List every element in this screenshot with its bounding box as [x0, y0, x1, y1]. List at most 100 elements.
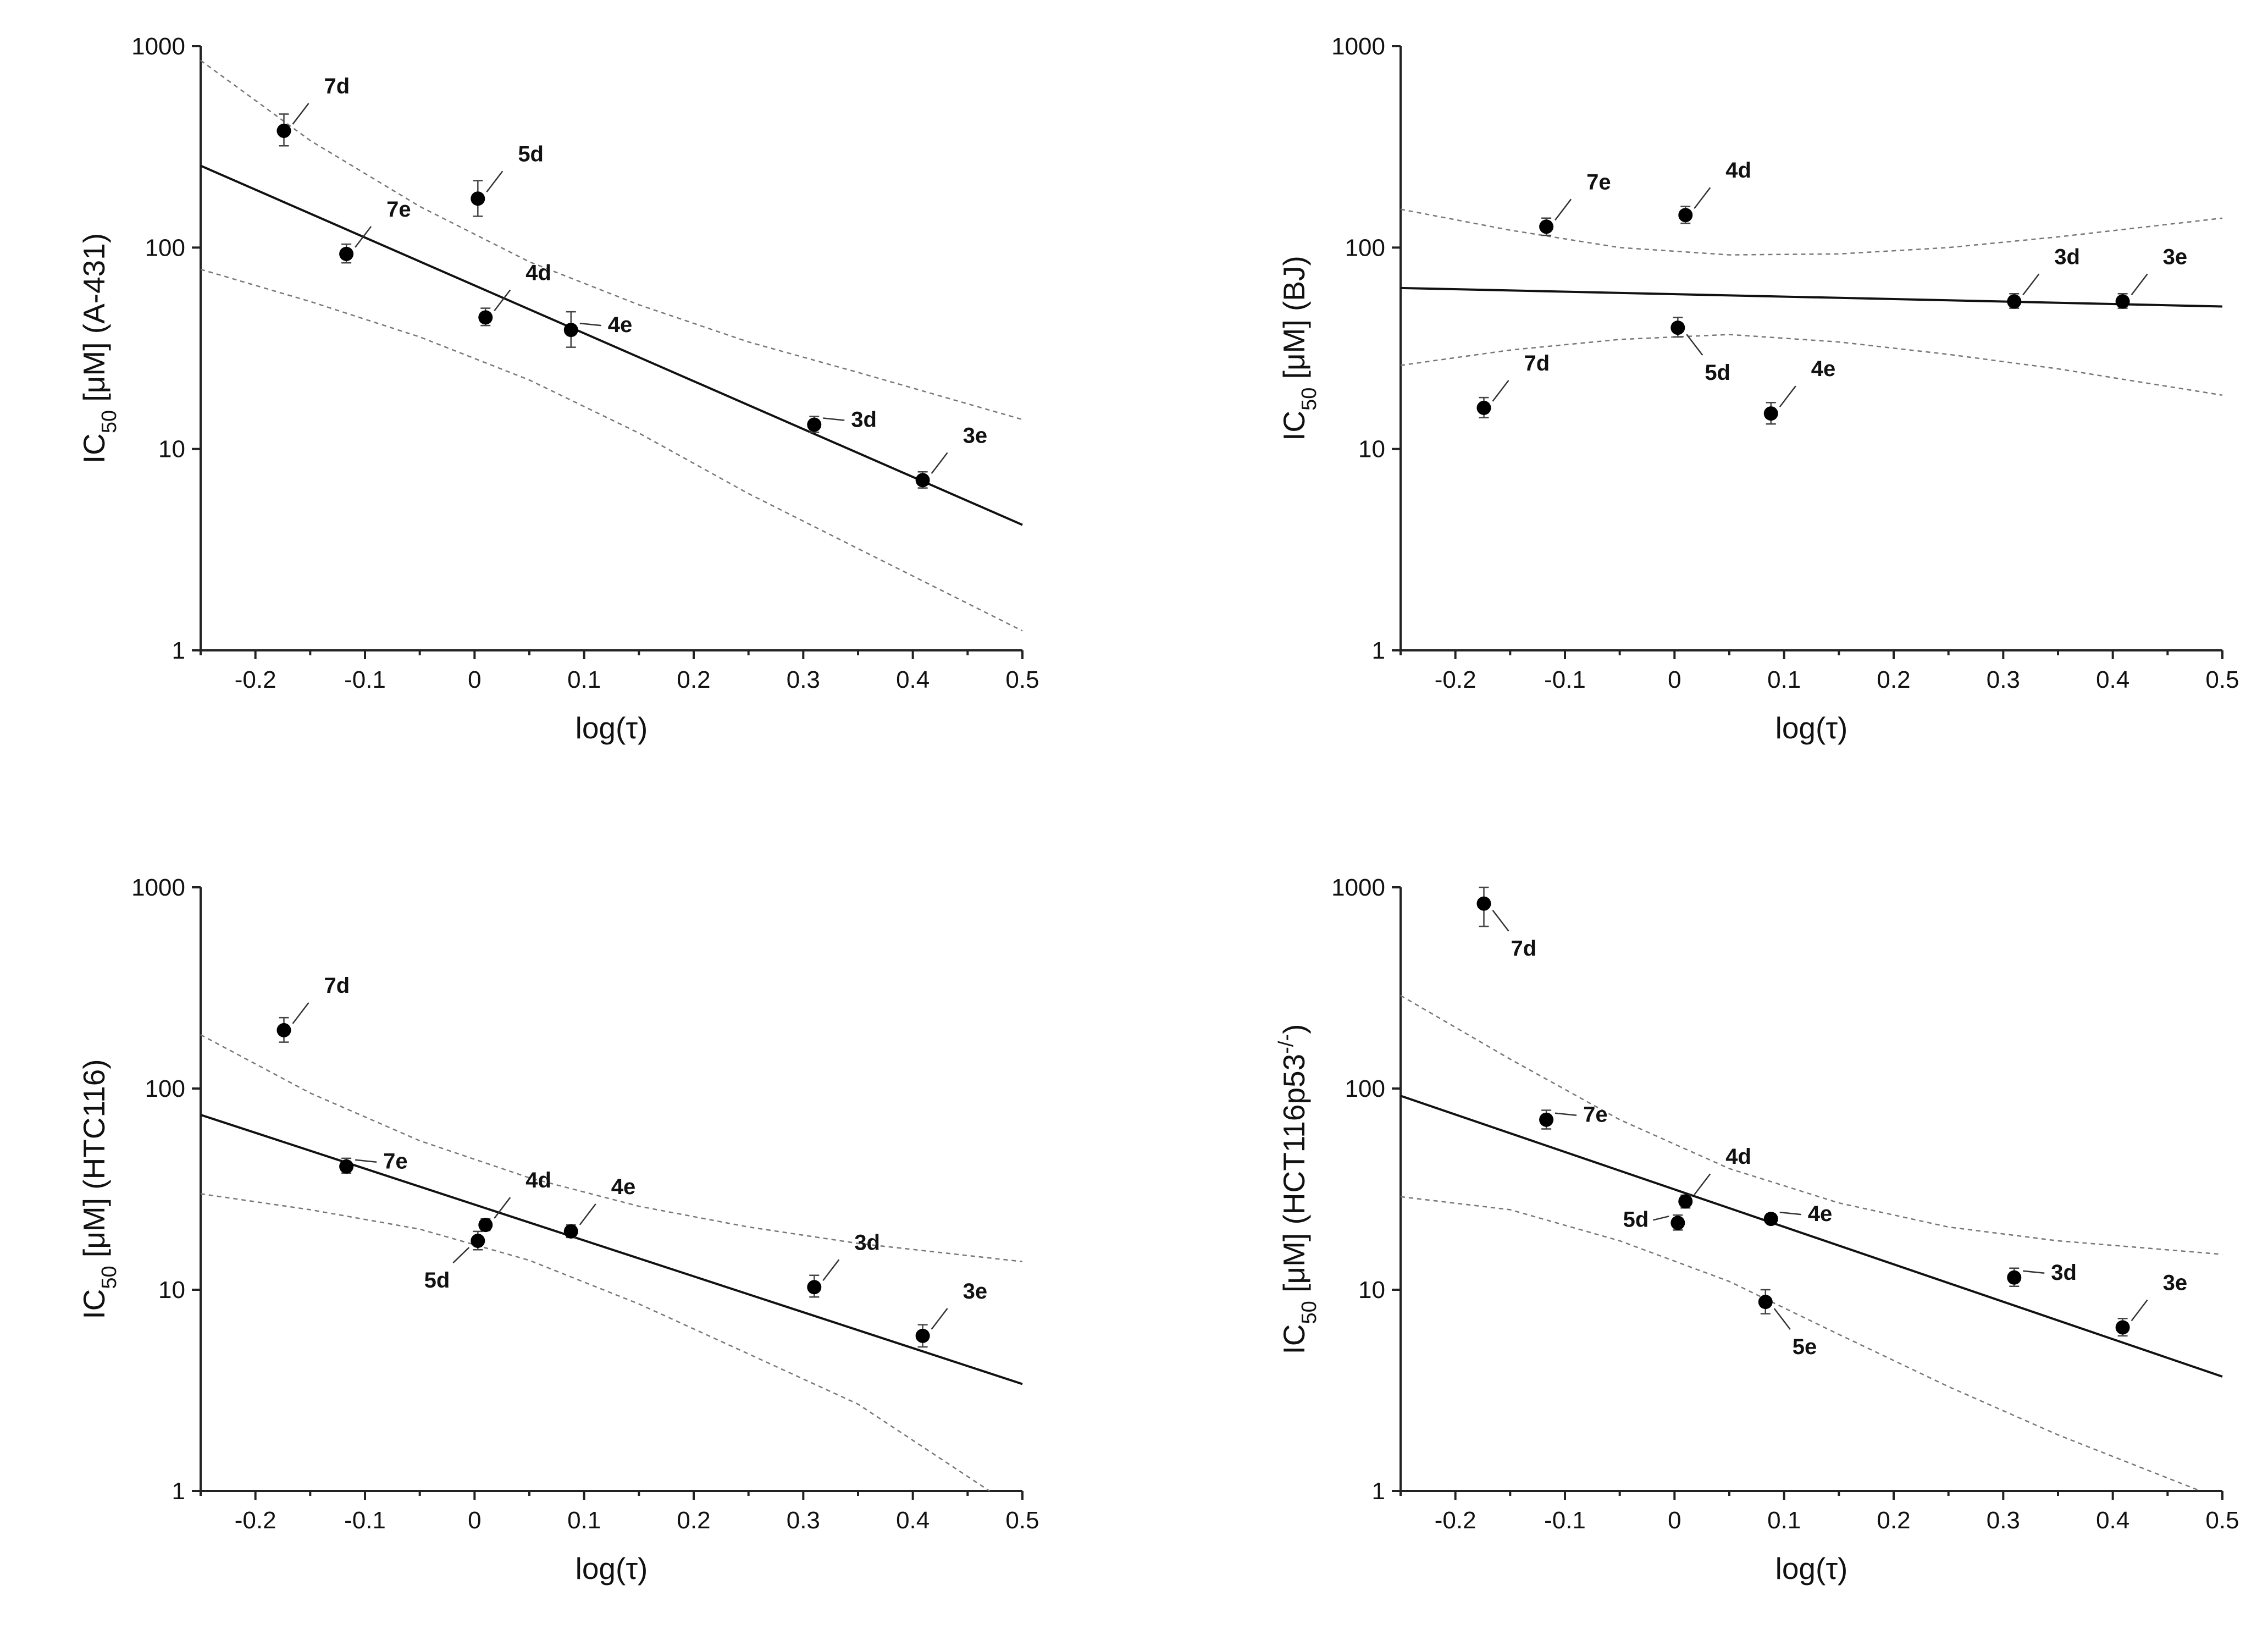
x-tick-label: -0.2	[235, 666, 276, 693]
point-label-4d: 4d	[525, 261, 551, 285]
x-tick-label: -0.1	[1544, 1507, 1586, 1534]
confidence-band-upper	[1400, 208, 2223, 256]
x-tick-label: 0.5	[2205, 1507, 2239, 1534]
x-tick-label: -0.1	[1544, 666, 1586, 693]
data-point-7d	[1476, 400, 1491, 415]
point-label-7e: 7e	[386, 197, 411, 222]
label-leader-line	[292, 1002, 309, 1024]
x-tick-label: -0.1	[344, 666, 386, 693]
y-tick-label: 1	[1372, 1478, 1385, 1505]
label-leader-line	[355, 1159, 377, 1163]
y-axis-title: IC50 [μM] (HCT116p53-/-)	[1275, 1024, 1321, 1355]
label-leader-line	[2131, 1299, 2148, 1322]
x-tick-label: 0.4	[2096, 666, 2129, 693]
point-label-3d: 3d	[2051, 1261, 2077, 1285]
x-tick-label: 0.5	[2205, 666, 2239, 693]
y-tick-label: 1000	[1331, 33, 1385, 60]
y-tick-label: 100	[145, 1075, 185, 1102]
point-label-7e: 7e	[1583, 1103, 1608, 1127]
data-point-4e	[563, 323, 578, 338]
x-tick-label: 0.2	[1877, 1507, 1910, 1534]
regression-line	[200, 1113, 1023, 1385]
label-leader-line	[931, 1308, 948, 1330]
point-label-7d: 7d	[324, 974, 350, 998]
point-label-3d: 3d	[854, 1230, 880, 1255]
y-tick-label: 10	[1358, 436, 1385, 463]
y-axis-title: IC50 [μM] (BJ)	[1277, 256, 1321, 441]
data-point-4e	[1763, 406, 1778, 421]
regression-line	[1400, 286, 2223, 308]
chart-panel-bj: -0.2 -0.1 0 0.1 0.2 0.3 0.4 0.5 1 10 100 1000 7d 7e 5d…	[1277, 33, 2239, 745]
data-point-4d	[1678, 208, 1693, 223]
data-point-7e	[339, 1159, 354, 1174]
x-tick-label: 0.4	[896, 1507, 930, 1534]
point-label-4d: 4d	[525, 1168, 551, 1192]
data-point-7d	[276, 123, 291, 138]
x-tick-label: 0.1	[1767, 666, 1801, 693]
confidence-band-upper	[1400, 995, 2223, 1255]
point-label-5d: 5d	[1623, 1207, 1649, 1231]
y-tick-label: 1	[172, 1478, 185, 1505]
confidence-band-upper	[200, 59, 1023, 421]
y-tick-label: 1000	[1331, 874, 1385, 901]
data-point-5d	[471, 1234, 485, 1249]
confidence-band-upper	[200, 1034, 1023, 1263]
label-leader-line	[823, 417, 845, 421]
chart-panel-a431: -0.2 -0.1 0 0.1 0.2 0.3 0.4 0.5 1 10 100 1000 7d 7e 5d…	[77, 33, 1039, 745]
label-leader-line	[1653, 1216, 1669, 1221]
data-point-3d	[2007, 1270, 2022, 1285]
data-point-3e	[2115, 1320, 2130, 1335]
data-point-4d	[478, 1218, 493, 1233]
label-leader-line	[1492, 909, 1509, 932]
point-label-3e: 3e	[963, 1279, 988, 1303]
data-point-3e	[915, 1328, 930, 1343]
label-leader-line	[2023, 1270, 2045, 1274]
x-tick-label: 0.3	[1987, 1507, 2020, 1534]
data-point-5d	[1670, 1216, 1685, 1230]
label-leader-line	[1779, 1211, 1801, 1216]
x-tick-label: 0.1	[567, 1507, 601, 1534]
point-label-3d: 3d	[851, 407, 877, 432]
y-tick-label: 1000	[131, 874, 185, 901]
label-leader-line	[494, 1197, 511, 1219]
point-label-4e: 4e	[611, 1175, 636, 1199]
data-point-4d	[478, 310, 493, 325]
data-point-3d	[807, 1280, 822, 1295]
x-axis-title: log(τ)	[576, 711, 648, 745]
label-leader-line	[579, 322, 601, 327]
data-point-7d	[276, 1023, 291, 1037]
y-tick-label: 100	[1345, 234, 1385, 261]
y-tick-label: 1	[172, 637, 185, 664]
point-label-3e: 3e	[2163, 1271, 2188, 1295]
label-leader-line	[1779, 385, 1796, 407]
x-tick-label: 0.2	[677, 666, 710, 693]
x-tick-label: 0.4	[896, 666, 930, 693]
y-axis-title: IC50 [μM] (HTC116)	[77, 1059, 121, 1319]
point-label-7d: 7d	[324, 74, 350, 98]
label-leader-line	[1694, 1173, 1711, 1195]
x-tick-label: -0.2	[1435, 1507, 1476, 1534]
label-leader-line	[1555, 1112, 1577, 1116]
regression-line	[200, 164, 1023, 526]
label-leader-line	[2022, 273, 2040, 296]
data-point-3d	[2007, 294, 2022, 309]
label-leader-line	[355, 226, 372, 248]
point-label-7e: 7e	[1586, 170, 1611, 194]
data-point-5d	[471, 191, 485, 206]
y-tick-label: 10	[158, 1277, 185, 1303]
label-leader-line	[486, 170, 504, 193]
data-point-3d	[807, 417, 822, 432]
data-point-7d	[1476, 896, 1491, 911]
data-point-3e	[2115, 294, 2130, 309]
x-tick-label: 0.1	[567, 666, 601, 693]
confidence-band-lower	[200, 268, 1023, 632]
label-leader-line	[1492, 380, 1509, 402]
regression-line	[1400, 1095, 2223, 1378]
x-tick-label: -0.2	[235, 1507, 276, 1534]
x-tick-label: -0.1	[344, 1507, 386, 1534]
x-axis-title: log(τ)	[1775, 1551, 1848, 1586]
point-label-7e: 7e	[383, 1150, 408, 1174]
x-tick-label: 0.2	[1877, 666, 1910, 693]
x-tick-label: 0.4	[2096, 1507, 2129, 1534]
